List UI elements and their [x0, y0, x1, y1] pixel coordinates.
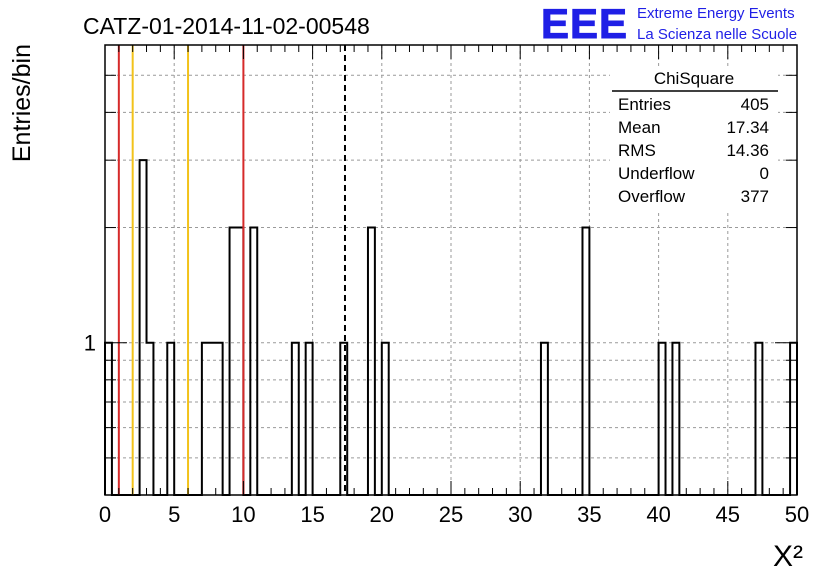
histogram-bar	[167, 343, 174, 495]
x-tick-label: 40	[646, 502, 670, 527]
stats-box-background	[610, 66, 778, 210]
x-tick-label: 20	[370, 502, 394, 527]
stats-rows: Entries 405 Mean 17.34 RMS 14.36 Underflow 0 Ove…	[618, 95, 769, 206]
x-tick-label: 10	[231, 502, 255, 527]
chart-title: CATZ-01-2014-11-02-00548	[83, 13, 370, 39]
x-tick-label: 30	[508, 502, 532, 527]
histogram-bar	[230, 228, 237, 495]
x-tick-label: 50	[785, 502, 809, 527]
histogram-bar	[659, 343, 666, 495]
x-tick-label: 35	[577, 502, 601, 527]
logo-line-1: Extreme Energy Events	[637, 5, 795, 22]
histogram-bar	[755, 343, 762, 495]
histogram-bar	[582, 228, 589, 495]
stats-value: 0	[760, 164, 769, 183]
histogram-bar	[368, 228, 375, 495]
y-tick-labels: 1	[84, 331, 96, 356]
x-tick-label: 0	[99, 502, 111, 527]
y-axis-label: Entries/bin	[8, 44, 36, 162]
histogram-bar	[216, 343, 223, 495]
eee-logo: EEE Extreme Energy Events La Scienza nel…	[541, 0, 798, 48]
x-tick-label: 15	[300, 502, 324, 527]
y-tick-label: 1	[84, 331, 96, 356]
stats-label: Mean	[618, 118, 661, 137]
stats-label: RMS	[618, 141, 656, 160]
stats-title: ChiSquare	[654, 69, 734, 88]
stats-value: 377	[741, 187, 769, 206]
stats-label: Underflow	[618, 164, 695, 183]
histogram-bar	[672, 343, 679, 495]
x-tick-label: 5	[168, 502, 180, 527]
histogram-bar	[306, 343, 313, 495]
x-axis-label: X²	[773, 540, 803, 572]
histogram-bar	[209, 343, 216, 495]
logo-line-2: La Scienza nelle Scuole	[637, 26, 797, 43]
logo-mark: EEE	[541, 0, 628, 47]
x-tick-label: 25	[439, 502, 463, 527]
x-tick-labels: 0 5 10 15 20 25 30 35 40 45 50	[99, 502, 809, 527]
histogram-bar	[105, 343, 112, 495]
reference-lines	[117, 45, 346, 495]
stats-value: 17.34	[726, 118, 769, 137]
histogram-bar	[202, 343, 209, 495]
histogram-bar	[236, 228, 243, 495]
histogram-bar	[541, 343, 548, 495]
stats-box: ChiSquare Entries 405 Mean 17.34 RMS 14.36 Und…	[610, 66, 778, 210]
x-tick-label: 45	[716, 502, 740, 527]
histogram-bar	[250, 228, 257, 495]
histogram-bar	[292, 343, 299, 495]
histogram-bar	[790, 343, 797, 495]
axis-ticks	[104, 45, 798, 495]
stats-value: 14.36	[726, 141, 769, 160]
histogram-bar	[340, 343, 347, 495]
stats-label: Entries	[618, 95, 671, 114]
stats-label: Overflow	[618, 187, 686, 206]
histogram-bar	[140, 160, 147, 495]
stats-value: 405	[741, 95, 769, 114]
histogram-bar	[147, 343, 154, 495]
histogram-bar	[382, 343, 389, 495]
